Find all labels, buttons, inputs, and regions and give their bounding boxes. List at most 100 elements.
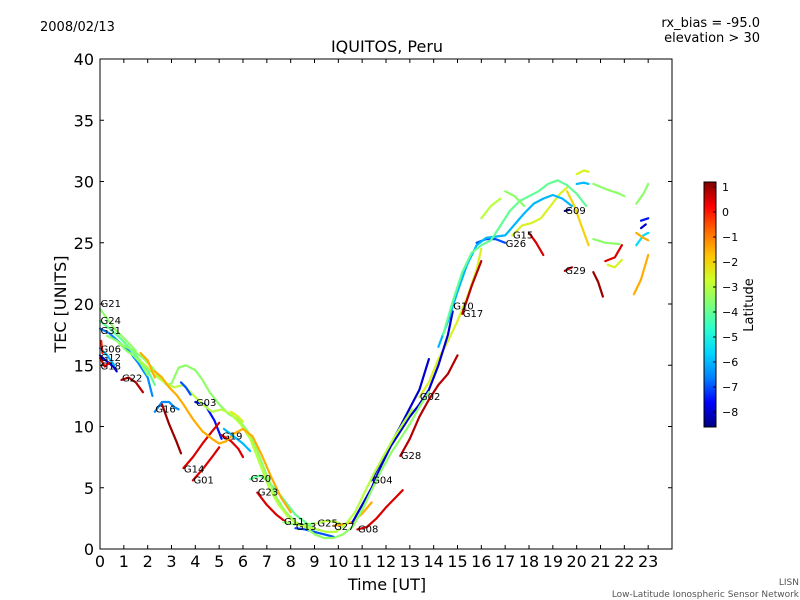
- satellite-track: [604, 244, 624, 263]
- satellite-track: [635, 182, 650, 205]
- y-tick-label: 5: [84, 479, 94, 498]
- satellite-label: G21: [101, 299, 121, 310]
- x-tick-label: 1: [119, 552, 129, 571]
- colorbar-tick-label: 1: [722, 181, 729, 194]
- satellite-track-g28: [399, 354, 459, 457]
- satellite-label: G18: [101, 361, 121, 372]
- colorbar-tick-label: −6: [722, 356, 738, 369]
- x-tick-label: 11: [352, 552, 372, 571]
- colorbar-tick-label: −5: [722, 331, 738, 344]
- satellite-track-g01: [191, 446, 221, 482]
- colorbar-gradient: [703, 181, 717, 428]
- x-tick-label: 2: [143, 552, 153, 571]
- satellite-track-g29: [563, 266, 574, 272]
- satellite-track: [153, 370, 292, 514]
- x-tick-label: 21: [590, 552, 610, 571]
- satellite-track-g14: [182, 421, 221, 470]
- footer-org-long: Low-Latitude Ionospheric Sensor Network: [612, 590, 800, 600]
- satellite-track-g13: [294, 527, 335, 538]
- satellite-label: G27: [334, 522, 354, 533]
- satellite-label: G11: [284, 517, 304, 528]
- satellite-label: G17: [463, 309, 483, 320]
- satellite-label: G10: [453, 301, 473, 312]
- latitude-colorbar: 1 0 −1 −2 −3 −4 −5 −6 −7 −8 Latitude: [703, 181, 757, 428]
- x-tick-label: 8: [286, 552, 296, 571]
- y-tick-label: 20: [74, 295, 94, 314]
- satellite-track: [160, 403, 183, 455]
- y-tick-label: 10: [74, 418, 94, 437]
- satellite-label: G19: [222, 431, 242, 442]
- x-tick-label: 5: [214, 552, 224, 571]
- date-label: 2008/02/13: [40, 20, 115, 35]
- y-tick-label: 30: [74, 173, 94, 192]
- x-axis-ticks: 0 1 2 3 4 5 6 7 8 9 10 11 12 13 14 15 16 17 18 19 20 21 22 23: [95, 59, 658, 571]
- y-tick-label: 35: [74, 111, 94, 130]
- satellite-track-g12: [98, 354, 118, 373]
- satellite-label: G20: [251, 474, 271, 485]
- x-tick-label: 0: [95, 552, 105, 571]
- satellite-label: G15: [513, 230, 533, 241]
- satellite-track: [100, 339, 104, 355]
- satellite-track-g09: [563, 208, 571, 212]
- satellite-track-g31: [98, 327, 154, 397]
- satellite-label: G28: [401, 451, 421, 462]
- satellite-track: [592, 238, 621, 246]
- satellite-track: [592, 271, 605, 298]
- satellite-track: [592, 182, 626, 198]
- x-tick-label: 14: [423, 552, 443, 571]
- x-tick-label: 13: [400, 552, 420, 571]
- y-axis-ticks: 0 5 10 15 20 25 30 35 40: [74, 50, 672, 559]
- x-tick-label: 18: [519, 552, 539, 571]
- satellite-track: [222, 427, 252, 453]
- satellite-track-g10: [351, 310, 454, 524]
- colorbar-tick-label: 0: [722, 206, 729, 219]
- satellite-label: G06: [101, 344, 121, 355]
- satellite-track-g22: [120, 376, 144, 394]
- x-tick-label: 7: [262, 552, 272, 571]
- satellite-track-g19: [220, 434, 245, 459]
- colorbar-tick-label: −7: [722, 381, 738, 394]
- satellite-label: G22: [122, 374, 142, 385]
- satellite-label: G04: [372, 475, 392, 486]
- x-tick-label: 9: [309, 552, 319, 571]
- x-tick-label: 6: [238, 552, 248, 571]
- colorbar-ticks: 1 0 −1 −2 −3 −4 −5 −6 −7 −8: [713, 181, 738, 419]
- y-tick-label: 40: [74, 50, 94, 69]
- satellite-label: G12: [101, 353, 121, 364]
- satellite-label: G23: [258, 488, 278, 499]
- x-tick-label: 16: [471, 552, 491, 571]
- satellite-track: [639, 217, 650, 222]
- satellite-label: G01: [193, 475, 213, 486]
- y-tick-label: 15: [74, 356, 94, 375]
- satellite-track-g15: [511, 186, 569, 237]
- satellite-track: [632, 253, 650, 296]
- satellite-label: G02: [420, 392, 440, 403]
- satellite-label: G13: [296, 522, 316, 533]
- x-tick-label: 17: [495, 552, 515, 571]
- y-tick-label: 25: [74, 234, 94, 253]
- satellite-track-g08: [356, 489, 404, 531]
- satellite-track: [635, 231, 650, 242]
- rx-bias-label: rx_bias = -95.0: [661, 16, 760, 31]
- x-tick-label: 15: [447, 552, 467, 571]
- satellite-label: G08: [358, 524, 378, 535]
- satellite-label: G26: [506, 239, 526, 250]
- satellite-label: G24: [101, 316, 121, 327]
- satellite-track: [137, 358, 414, 534]
- satellite-track: [575, 181, 590, 185]
- x-tick-label: 4: [190, 552, 200, 571]
- satellite-label: G09: [565, 206, 585, 217]
- colorbar-label: Latitude: [742, 278, 757, 332]
- x-tick-label: 3: [166, 552, 176, 571]
- elevation-label: elevation > 30: [664, 31, 760, 46]
- satellite-label: G14: [184, 464, 204, 475]
- satellite-label: G16: [155, 404, 175, 415]
- satellite-track: [480, 197, 502, 220]
- satellite-label: G29: [565, 266, 585, 277]
- satellite-track-g21: [98, 307, 137, 352]
- x-tick-label: 12: [376, 552, 396, 571]
- satellite-track-g17: [461, 260, 483, 315]
- satellite-track-g23: [256, 491, 287, 524]
